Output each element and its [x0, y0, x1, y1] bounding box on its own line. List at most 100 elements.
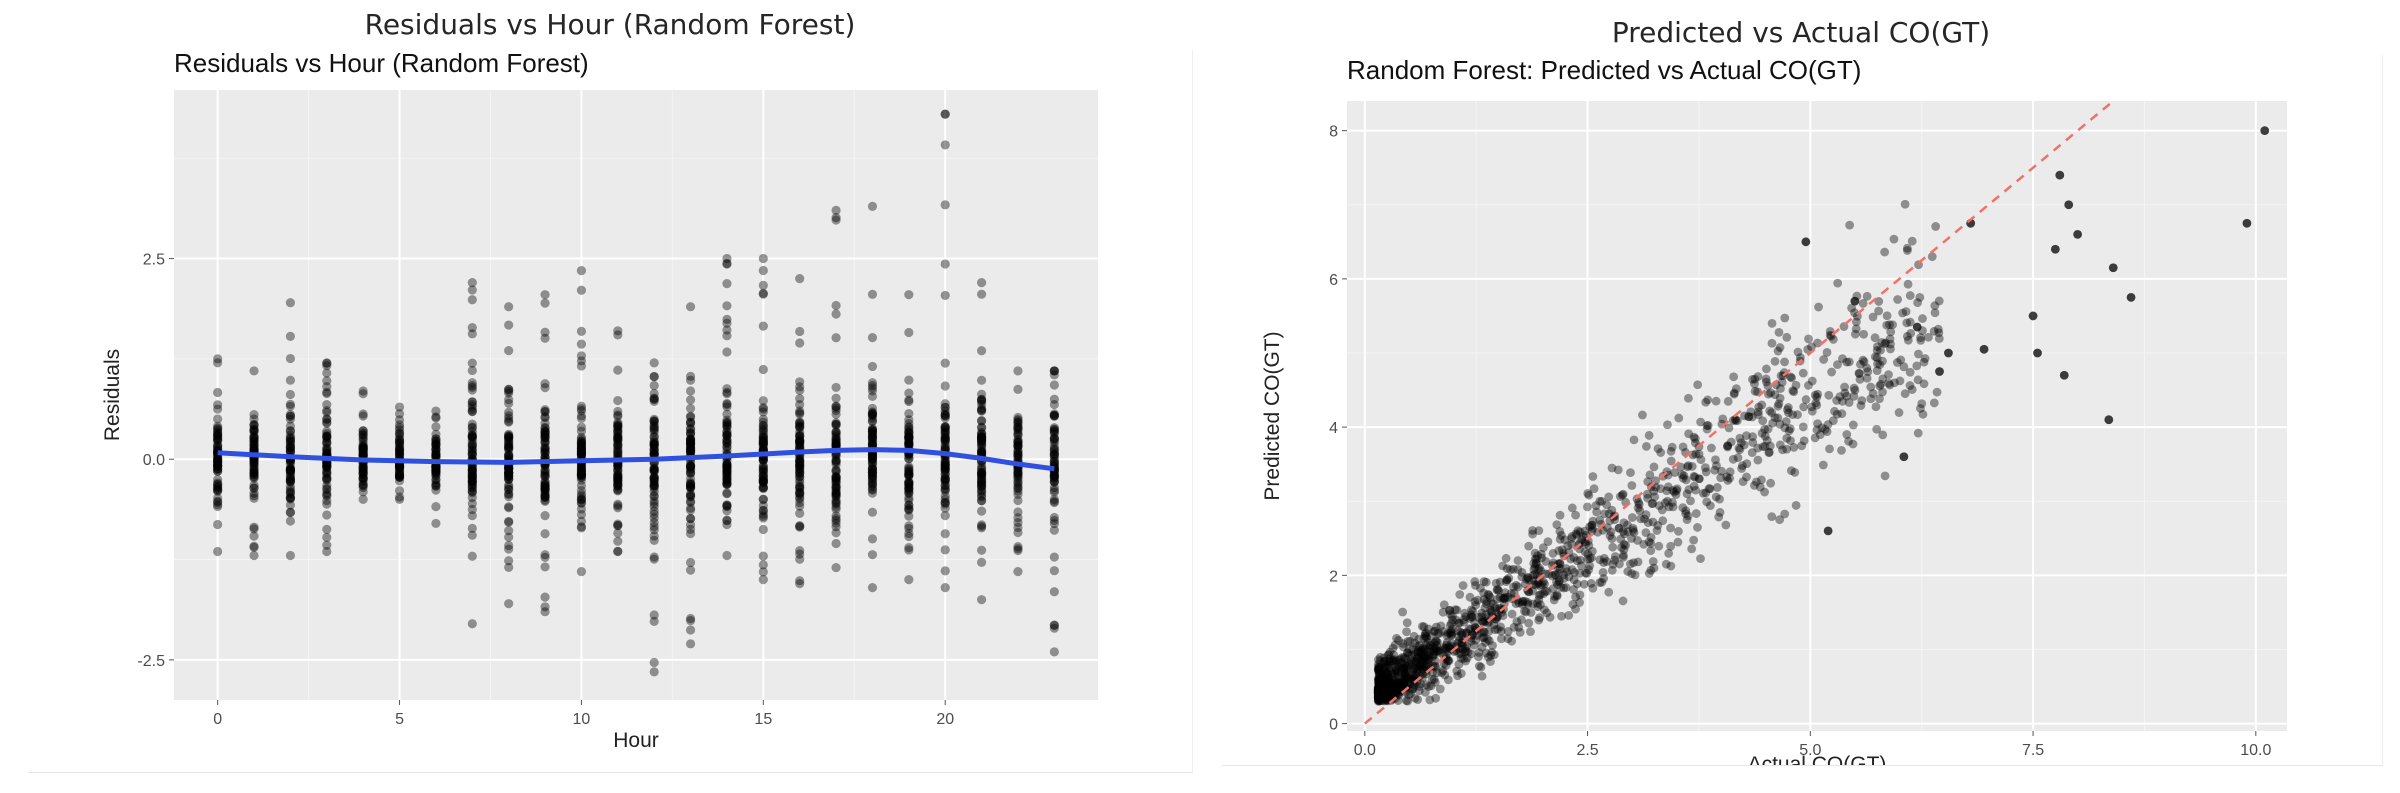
prediction-point [1812, 425, 1822, 435]
prediction-point [1408, 664, 1418, 674]
prediction-point [1417, 664, 1427, 674]
residual-point [249, 443, 259, 454]
prediction-point [1671, 490, 1681, 500]
residual-point [904, 422, 914, 432]
residual-point [795, 456, 805, 466]
prediction-point [1627, 481, 1637, 490]
prediction-point [1377, 683, 1387, 693]
prediction-point [1374, 665, 1384, 675]
residual-point [431, 466, 441, 476]
residual-point [722, 474, 732, 484]
prediction-point [1554, 576, 1564, 585]
prediction-point [1528, 529, 1538, 539]
prediction-point [1373, 686, 1383, 695]
prediction-point [1521, 607, 1531, 617]
residual-point [431, 470, 441, 480]
residual-point [358, 386, 368, 396]
prediction-point [1413, 653, 1423, 662]
residual-point [867, 408, 878, 418]
prediction-point [1849, 391, 1859, 401]
residual-point [1049, 470, 1059, 480]
residual-point [867, 434, 878, 444]
prediction-point [1681, 506, 1691, 516]
residual-point [394, 476, 405, 486]
residual-point [613, 424, 623, 434]
prediction-point [1384, 673, 1394, 683]
residual-point [249, 531, 259, 541]
residual-point [867, 380, 878, 391]
prediction-point [1905, 291, 1915, 300]
residual-point [649, 423, 659, 433]
residual-point [758, 462, 768, 472]
prediction-point [1443, 675, 1453, 685]
prediction-point [1429, 644, 1439, 654]
residual-point [685, 520, 696, 530]
residual-point [1049, 446, 1059, 457]
prediction-point [1374, 677, 1384, 687]
prediction-point [1583, 549, 1593, 559]
prediction-point [1764, 389, 1773, 399]
residual-point [649, 371, 659, 382]
residual-point [831, 475, 841, 485]
residual-point [685, 442, 696, 453]
residual-point [867, 431, 878, 441]
prediction-point [1419, 622, 1429, 632]
residual-point [1049, 451, 1059, 461]
residual-point [322, 490, 332, 500]
prediction-point [1770, 390, 1780, 400]
residual-point [867, 507, 878, 517]
prediction-point [1456, 649, 1466, 659]
prediction-point [1518, 596, 1528, 606]
prediction-point [1723, 396, 1733, 406]
residual-point [795, 436, 805, 446]
residuals-plot-title: Residuals vs Hour (Random Forest) [174, 50, 589, 78]
residual-point [649, 667, 659, 677]
residual-point [1049, 426, 1059, 436]
prediction-point [1757, 400, 1767, 410]
residual-point [249, 458, 259, 468]
prediction-point [1791, 380, 1801, 390]
residual-point [322, 480, 332, 490]
residual-point [613, 475, 623, 485]
prediction-point [1602, 523, 1612, 533]
prediction-point [1634, 499, 1644, 509]
residual-point [540, 550, 550, 560]
residual-point [976, 422, 987, 432]
residual-point [831, 402, 841, 412]
prediction-point [1496, 604, 1505, 613]
residual-point [467, 480, 477, 490]
residual-point [467, 404, 477, 415]
residual-point [867, 453, 878, 463]
residual-point [758, 484, 768, 494]
prediction-point [1402, 627, 1411, 637]
residual-point [722, 435, 732, 445]
prediction-point [1583, 502, 1592, 512]
prediction-point [1480, 603, 1490, 613]
residual-point [795, 457, 805, 467]
prediction-point [1528, 526, 1538, 535]
prediction-point [1767, 318, 1777, 328]
residual-point [285, 439, 296, 449]
residual-point [685, 417, 696, 427]
residual-point [831, 434, 841, 444]
prediction-point [1382, 686, 1392, 696]
prediction-point [1872, 366, 1882, 376]
prediction-point [1386, 669, 1396, 679]
residual-point [576, 265, 587, 276]
residual-point [1049, 425, 1059, 435]
prediction-point [1625, 559, 1635, 569]
prediction-point [1466, 636, 1476, 646]
prediction-point [1414, 634, 1424, 644]
residual-point [249, 435, 259, 446]
residual-point [1013, 449, 1023, 459]
prediction-point [2104, 415, 2114, 425]
prediction-point [1501, 553, 1511, 563]
prediction-point [1496, 622, 1506, 632]
residual-point [685, 490, 696, 500]
residual-point [213, 354, 223, 364]
residual-point [722, 464, 732, 474]
residual-point [613, 441, 623, 451]
prediction-point [1375, 678, 1385, 688]
residual-point [795, 481, 805, 491]
residual-point [467, 445, 477, 455]
